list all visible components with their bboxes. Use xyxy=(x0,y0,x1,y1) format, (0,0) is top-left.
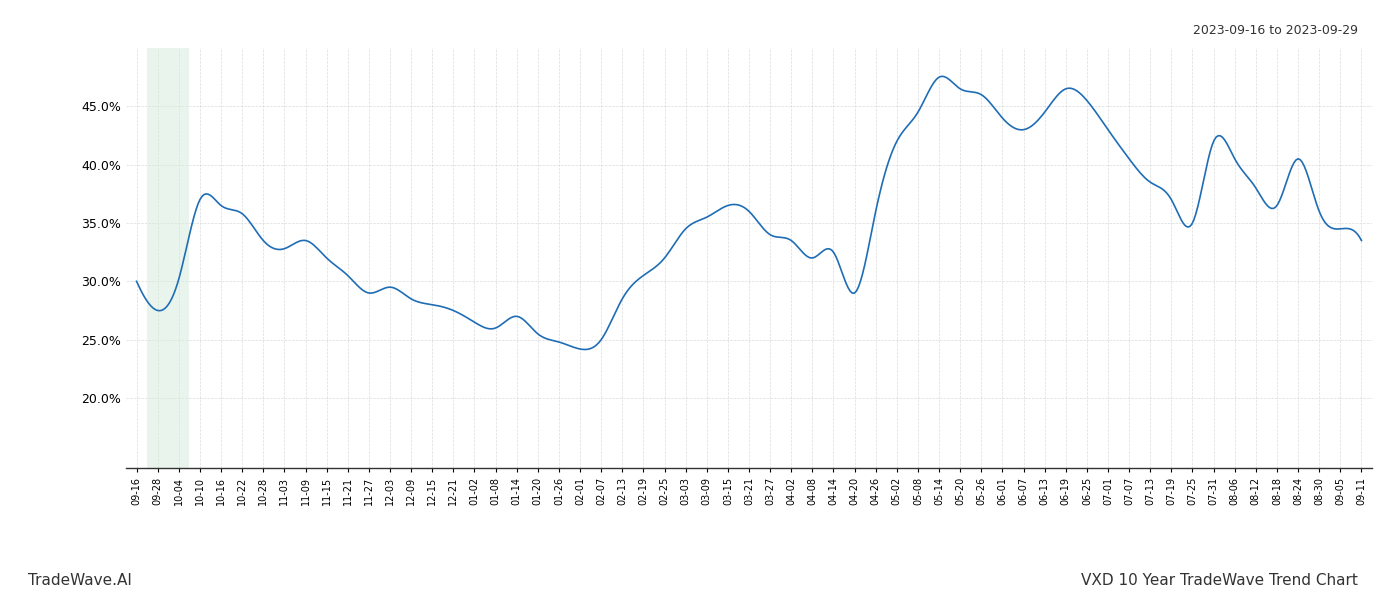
Text: 2023-09-16 to 2023-09-29: 2023-09-16 to 2023-09-29 xyxy=(1193,24,1358,37)
Text: TradeWave.AI: TradeWave.AI xyxy=(28,573,132,588)
Bar xyxy=(147,48,189,468)
Text: VXD 10 Year TradeWave Trend Chart: VXD 10 Year TradeWave Trend Chart xyxy=(1081,573,1358,588)
